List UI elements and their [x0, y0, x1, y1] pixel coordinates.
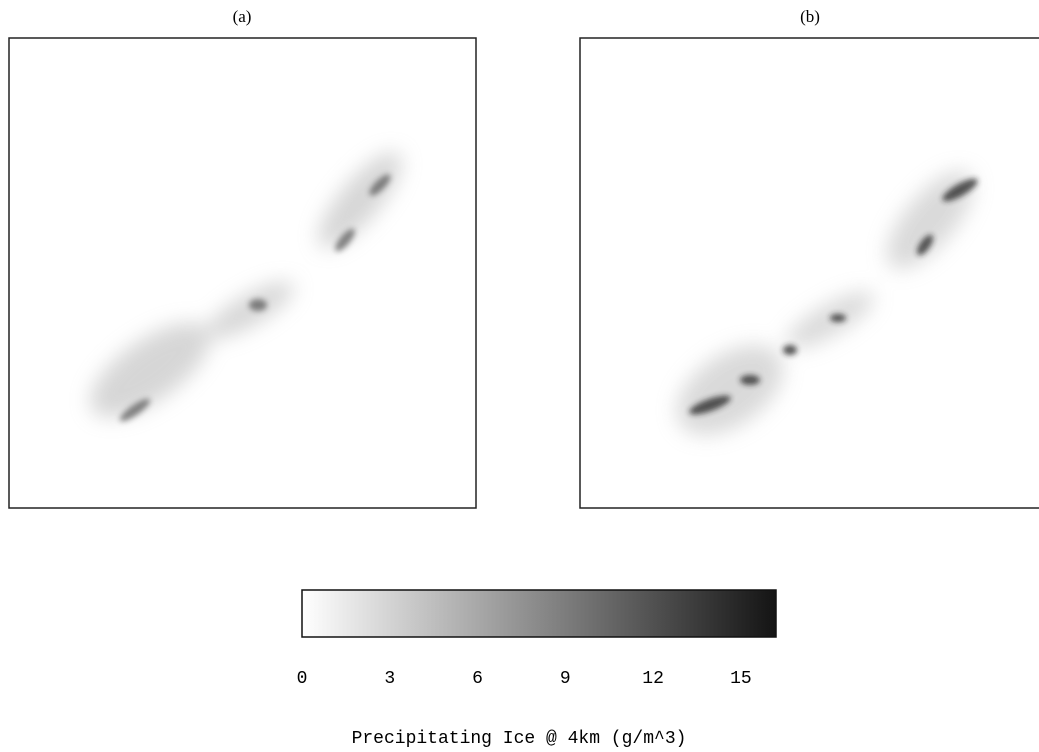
- x-tick-label: 6: [472, 669, 483, 689]
- ice-core: [119, 174, 391, 422]
- ice-core: [689, 178, 978, 415]
- x-tick-label: 9: [560, 669, 571, 689]
- panel-b: (b): [579, 7, 1039, 509]
- panel-frame: [579, 37, 1039, 509]
- x-tick-label: 3: [384, 669, 395, 689]
- ice-field: [90, 152, 402, 418]
- panel-a: (a): [8, 7, 477, 509]
- x-tick-label: 12: [642, 669, 664, 689]
- panel-frame: [8, 37, 477, 509]
- colorbar-label: Precipitating Ice @ 4km (g/m^3): [352, 729, 687, 749]
- x-tick-label: 0: [297, 669, 308, 689]
- panel-title: (b): [800, 7, 820, 26]
- colorbar: [301, 589, 777, 638]
- panel-title: (a): [233, 7, 252, 26]
- x-tick-label: 15: [730, 669, 752, 689]
